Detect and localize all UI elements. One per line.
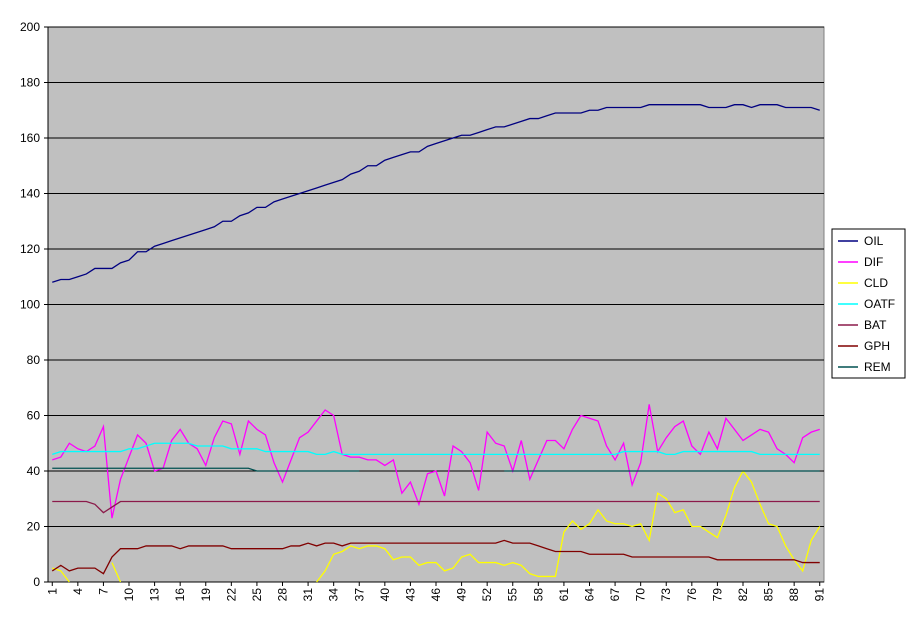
y-tick-label: 200 [20, 20, 40, 34]
x-tick-label: 40 [378, 588, 392, 602]
x-tick-label: 46 [429, 588, 443, 602]
x-tick-label: 82 [736, 588, 750, 602]
series-line [52, 442, 820, 455]
x-tick-label: 55 [506, 588, 520, 602]
series-line [52, 500, 820, 514]
series-line [51, 539, 820, 575]
x-tick-label: 22 [224, 588, 238, 602]
legend-label: OATF [864, 297, 895, 311]
series-line [52, 467, 820, 472]
x-tick-label: 79 [710, 588, 724, 602]
y-tick-label: 120 [20, 242, 40, 256]
x-tick-label: 1 [45, 588, 59, 595]
x-tick-label: 88 [787, 588, 801, 602]
x-tick-label: 91 [813, 588, 827, 602]
y-tick-label: 80 [27, 353, 41, 367]
legend-label: DIF [864, 255, 883, 269]
x-tick-label: 37 [352, 588, 366, 602]
y-tick-label: 40 [27, 464, 41, 478]
y-tick-label: 100 [20, 298, 40, 312]
y-tick-label: 180 [20, 76, 40, 90]
x-tick-label: 7 [96, 588, 110, 595]
legend-label: OIL [864, 234, 884, 248]
x-tick-label: 73 [659, 588, 673, 602]
x-tick-label: 43 [403, 588, 417, 602]
x-tick-label: 76 [685, 588, 699, 602]
x-tick-label: 10 [122, 588, 136, 602]
x-tick-label: 58 [531, 588, 545, 602]
x-tick-label: 34 [327, 588, 341, 602]
x-tick-label: 52 [480, 588, 494, 602]
y-tick-label: 0 [33, 575, 40, 589]
series-line [52, 104, 820, 283]
y-tick-label: 20 [27, 520, 41, 534]
legend-label: BAT [864, 318, 887, 332]
x-tick-label: 13 [148, 588, 162, 602]
legend-label: GPH [864, 339, 890, 353]
y-tick-label: 160 [20, 131, 40, 145]
x-tick-label: 49 [455, 588, 469, 602]
x-tick-label: 28 [276, 588, 290, 602]
legend-label: CLD [864, 276, 888, 290]
x-tick-label: 61 [557, 588, 571, 602]
x-tick-label: 85 [762, 588, 776, 602]
y-tick-label: 140 [20, 187, 40, 201]
x-tick-label: 70 [634, 588, 648, 602]
x-tick-label: 31 [301, 588, 315, 602]
series-line [52, 404, 820, 519]
x-tick-label: 4 [71, 588, 85, 595]
legend-label: REM [864, 360, 891, 374]
x-tick-label: 64 [582, 588, 596, 602]
x-tick-label: 19 [199, 588, 213, 602]
x-tick-label: 16 [173, 588, 187, 602]
y-tick-label: 60 [27, 409, 41, 423]
x-tick-label: 67 [608, 588, 622, 602]
x-tick-label: 25 [250, 588, 264, 602]
